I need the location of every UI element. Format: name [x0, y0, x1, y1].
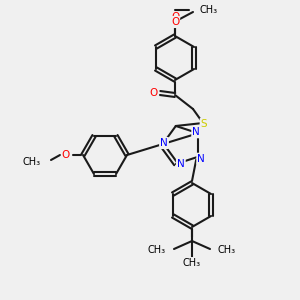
- Text: CH₃: CH₃: [218, 245, 236, 255]
- Text: CH₃: CH₃: [183, 258, 201, 268]
- Text: N: N: [192, 127, 200, 137]
- Text: S: S: [201, 119, 207, 129]
- Text: O: O: [62, 150, 70, 160]
- Text: N: N: [160, 138, 168, 148]
- Text: O: O: [150, 88, 158, 98]
- Text: CH₃: CH₃: [23, 157, 41, 167]
- Text: CH₃: CH₃: [148, 245, 166, 255]
- Text: O: O: [171, 17, 179, 27]
- Text: O: O: [171, 12, 179, 22]
- Text: N: N: [177, 159, 185, 169]
- Text: N: N: [197, 154, 205, 164]
- Text: CH₃: CH₃: [199, 5, 217, 15]
